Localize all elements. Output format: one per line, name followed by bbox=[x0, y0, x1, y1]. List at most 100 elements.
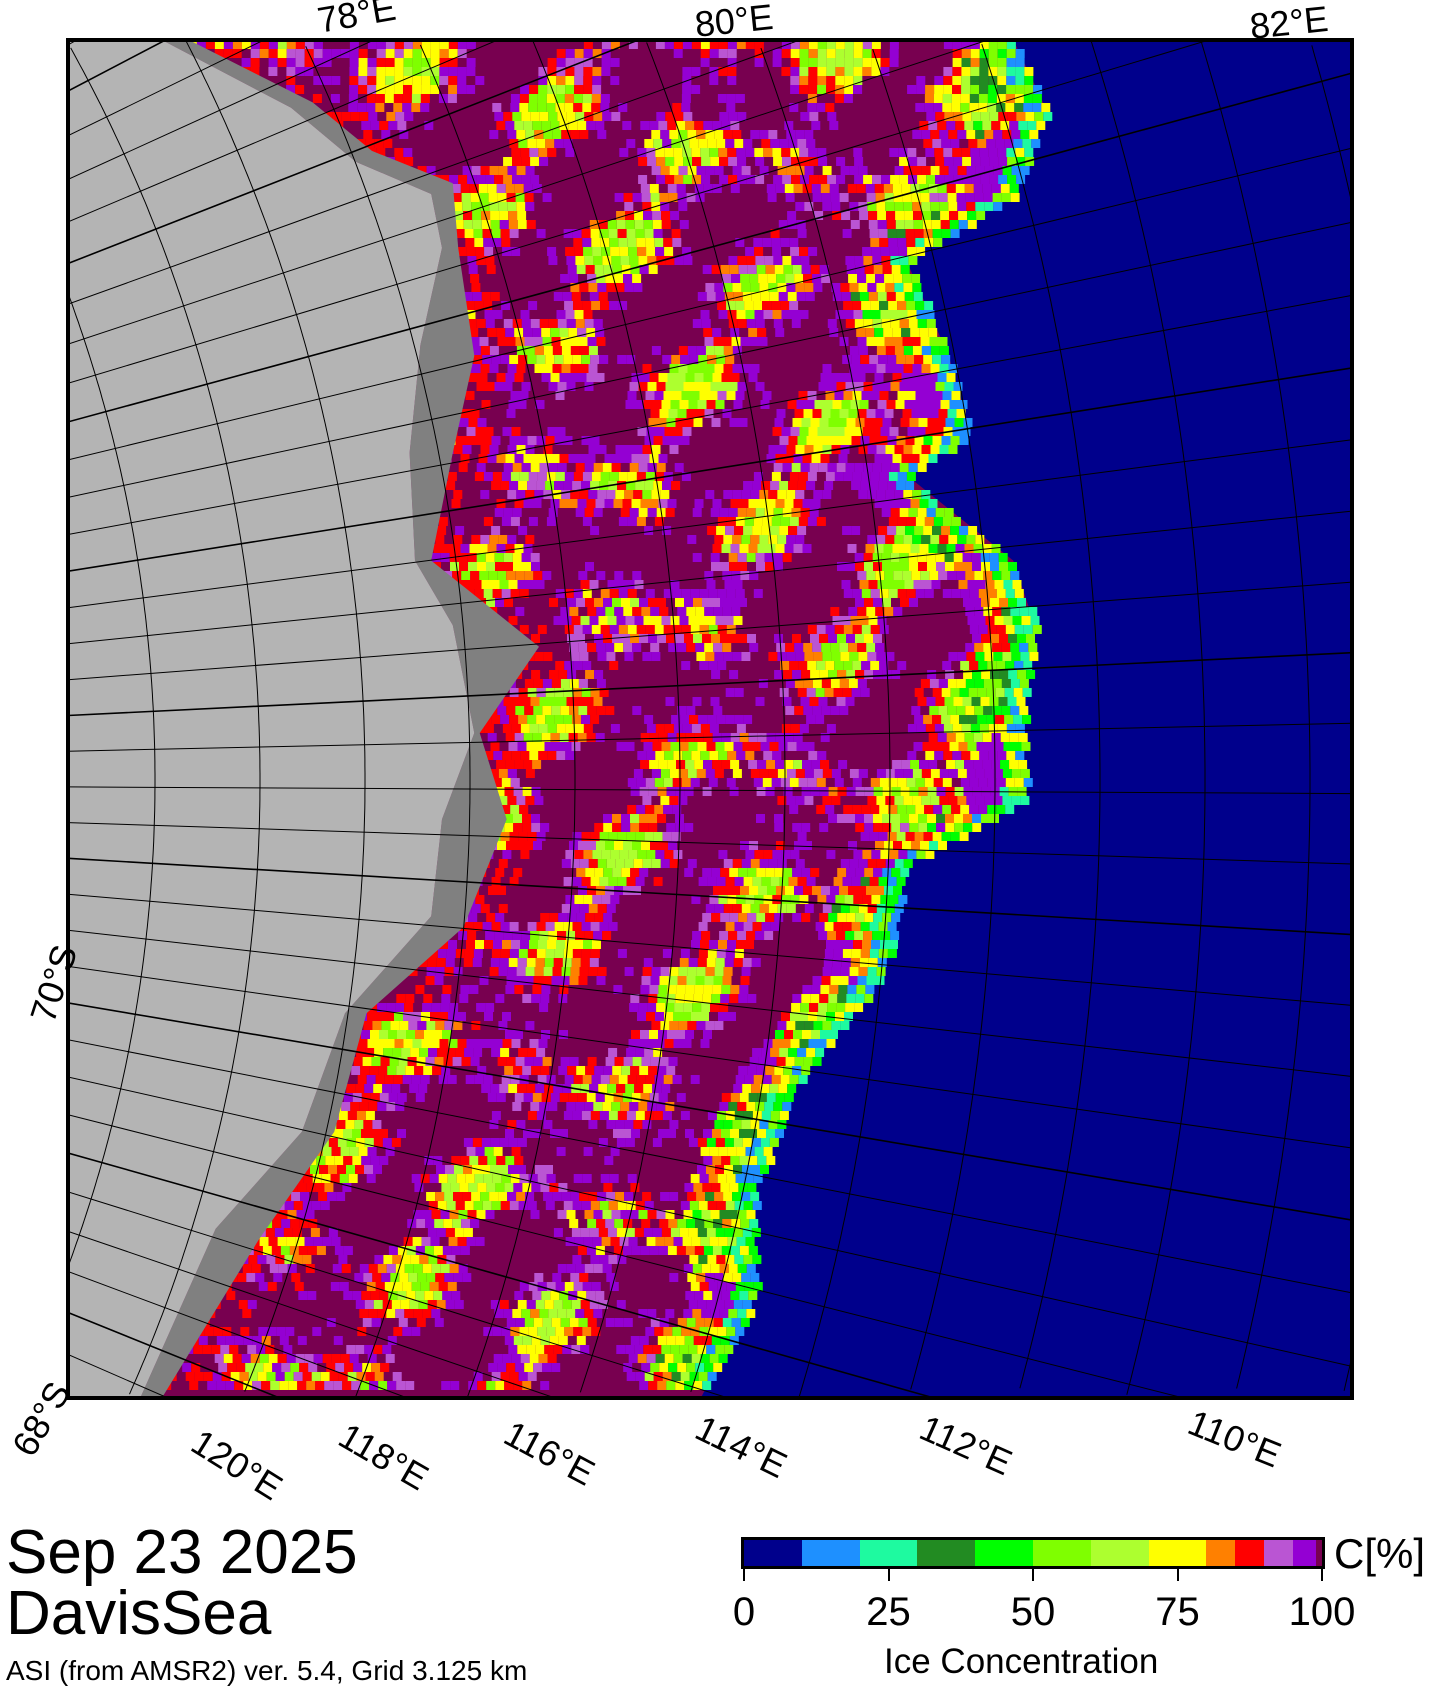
ice-cell bbox=[1014, 625, 1024, 634]
ice-cell bbox=[451, 1246, 461, 1255]
ice-cell bbox=[500, 355, 510, 364]
ice-cell bbox=[515, 841, 524, 850]
ice-cell bbox=[724, 958, 734, 967]
ice-cell bbox=[830, 643, 840, 652]
ice-cell bbox=[475, 1237, 485, 1246]
ice-cell bbox=[721, 121, 731, 130]
ice-cell bbox=[446, 949, 456, 958]
ice-cell bbox=[741, 283, 751, 292]
ice-cell bbox=[989, 175, 999, 184]
ice-cell bbox=[403, 76, 413, 85]
ice-cell bbox=[863, 931, 873, 940]
ice-cell bbox=[812, 193, 822, 202]
ice-cell bbox=[474, 472, 484, 481]
ice-cell bbox=[529, 148, 539, 157]
ice-cell bbox=[715, 1165, 724, 1174]
ice-cell bbox=[831, 796, 841, 805]
ice-cell bbox=[495, 1183, 505, 1192]
ice-cell bbox=[799, 1012, 808, 1021]
ice-cell bbox=[867, 652, 877, 661]
ice-cell bbox=[970, 85, 980, 94]
ice-cell bbox=[386, 1264, 396, 1273]
ice-cell bbox=[1001, 679, 1011, 688]
ice-cell bbox=[749, 1057, 759, 1066]
ice-cell bbox=[728, 175, 738, 184]
ice-cell bbox=[797, 139, 807, 148]
ice-cell bbox=[809, 112, 819, 121]
ice-cell bbox=[725, 1255, 735, 1264]
ice-cell bbox=[480, 166, 490, 175]
ice-cell bbox=[1004, 715, 1014, 724]
ice-cell bbox=[952, 76, 962, 85]
ice-cell bbox=[653, 436, 663, 445]
ice-cell bbox=[810, 868, 820, 877]
ice-cell bbox=[640, 184, 650, 193]
ice-cell bbox=[748, 1246, 758, 1255]
ice-cell bbox=[768, 1120, 778, 1129]
ice-cell bbox=[590, 436, 600, 445]
ice-cell bbox=[652, 616, 662, 625]
ice-cell bbox=[392, 1048, 402, 1057]
ice-cell bbox=[699, 661, 709, 670]
ice-cell bbox=[361, 1093, 371, 1102]
ice-cell bbox=[794, 841, 803, 850]
ice-cell bbox=[908, 508, 918, 517]
ice-cell bbox=[560, 679, 570, 688]
ice-cell bbox=[519, 472, 529, 481]
ice-cell bbox=[773, 463, 783, 472]
ice-cell bbox=[869, 922, 879, 931]
ice-cell bbox=[681, 103, 691, 112]
ice-cell bbox=[858, 490, 868, 499]
ice-cell bbox=[719, 157, 729, 166]
ice-cell bbox=[926, 382, 936, 391]
ice-cell bbox=[403, 49, 413, 58]
ice-cell bbox=[623, 886, 632, 895]
ice-cell bbox=[599, 355, 609, 364]
ice-cell bbox=[981, 598, 990, 607]
ice-cell bbox=[692, 1003, 702, 1012]
ice-cell bbox=[672, 778, 682, 787]
ice-cell bbox=[453, 202, 463, 211]
ice-cell bbox=[983, 679, 993, 688]
ice-cell bbox=[890, 508, 900, 517]
ice-cell bbox=[574, 850, 584, 859]
ice-cell bbox=[499, 958, 509, 967]
ice-cell bbox=[410, 1048, 420, 1057]
ice-cell bbox=[684, 1183, 694, 1192]
ice-cell bbox=[864, 913, 874, 922]
ice-cell bbox=[939, 796, 949, 805]
ice-cell bbox=[563, 436, 573, 445]
ice-cell bbox=[376, 49, 386, 58]
ice-cell bbox=[638, 508, 648, 517]
ice-cell bbox=[835, 40, 845, 49]
ice-cell bbox=[837, 634, 846, 643]
ice-cell bbox=[948, 535, 958, 544]
ice-cell bbox=[248, 1255, 258, 1264]
ice-cell bbox=[633, 1120, 643, 1129]
ice-cell bbox=[734, 1111, 744, 1120]
ice-cell bbox=[656, 382, 666, 391]
ice-cell bbox=[542, 679, 552, 688]
ice-cell bbox=[496, 454, 506, 463]
ice-cell bbox=[968, 688, 978, 697]
ice-cell bbox=[440, 1003, 450, 1012]
ice-cell bbox=[709, 895, 719, 904]
ice-cell bbox=[700, 310, 710, 319]
ice-cell bbox=[503, 508, 513, 517]
ice-cell bbox=[564, 472, 574, 481]
ice-cell bbox=[582, 301, 592, 310]
ice-cell bbox=[841, 400, 851, 409]
ice-cell bbox=[913, 742, 923, 751]
ice-cell bbox=[949, 220, 959, 229]
ice-cell bbox=[594, 913, 604, 922]
ice-cell bbox=[884, 886, 893, 895]
ice-cell bbox=[820, 373, 830, 382]
ice-cell bbox=[529, 940, 538, 949]
ice-cell bbox=[539, 697, 549, 706]
ice-cell bbox=[983, 706, 993, 715]
ice-cell bbox=[523, 184, 533, 193]
ice-cell bbox=[723, 490, 733, 499]
ice-cell bbox=[471, 904, 481, 913]
ice-cell bbox=[792, 418, 802, 427]
ice-cell bbox=[561, 1192, 571, 1201]
